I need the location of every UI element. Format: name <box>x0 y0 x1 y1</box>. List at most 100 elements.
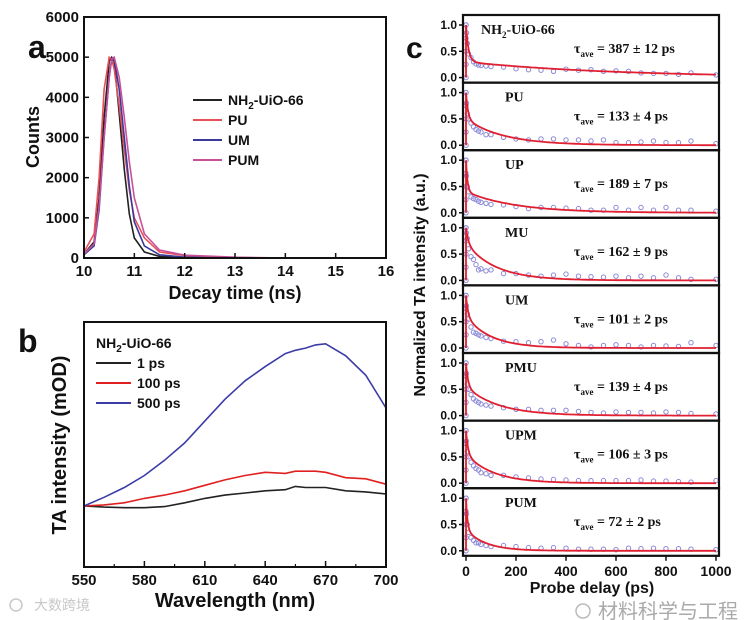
data-point <box>475 332 482 338</box>
data-point <box>563 137 569 143</box>
data-point <box>563 271 569 277</box>
subplot-label-3-main: MU <box>505 226 528 241</box>
y-tick-label: 1.0 <box>440 153 457 167</box>
data-point <box>478 266 484 272</box>
data-point <box>688 138 694 144</box>
y-tick-label: 4000 <box>46 89 79 106</box>
legend-title-rest: -UiO-66 <box>122 335 172 351</box>
tau-ave-3-sub: ave <box>580 252 593 262</box>
subplot-7: 0.0 0.5 1.0 PUM τave = 72 ± 2 ps <box>440 487 721 558</box>
y-tick-label: 0 <box>71 250 79 267</box>
series-line-1 <box>83 470 387 507</box>
data-point <box>650 410 657 416</box>
y-tick-label: 1.0 <box>440 18 457 32</box>
watermark-left: 大数跨境 <box>34 597 90 613</box>
data-point <box>675 139 682 146</box>
data-point <box>613 409 619 415</box>
y-tick-label: 0.0 <box>440 476 457 490</box>
data-point <box>625 545 632 551</box>
y-tick-label: 1.0 <box>440 424 457 438</box>
legend-label-1-main: PU <box>228 112 247 128</box>
subplot-5: 0.0 0.5 1.0 PMU τave = 139 ± 4 ps <box>440 351 721 423</box>
subplot-label-0-sub: 2 <box>502 30 507 40</box>
data-point <box>483 334 489 341</box>
series-line-3 <box>83 55 386 259</box>
y-tick-label: 1.0 <box>440 288 457 302</box>
x-tick-label: 400 <box>554 563 578 579</box>
x-tick-label: 200 <box>504 563 528 579</box>
fit-curve <box>465 498 716 552</box>
y-tick-label: 2000 <box>46 170 79 187</box>
subplot-1: 0.0 0.5 1.0 PU τave = 133 ± 4 ps <box>440 81 721 152</box>
tau-ave-2-sub: ave <box>580 184 593 194</box>
data-point <box>475 128 482 134</box>
plot-frame <box>83 321 387 568</box>
tau-ave-0-rest: = 387 ± 12 ps <box>593 42 675 57</box>
data-point <box>483 471 489 477</box>
subplot-0: 0.0 0.5 1.0 NH2-UiO-66 τave = 387 ± 12 ps <box>440 13 721 85</box>
data-point <box>613 273 619 279</box>
legend-label-1: PU <box>228 112 247 128</box>
tau-ave-7-main: τ <box>574 515 581 530</box>
x-tick-label: 14 <box>277 263 294 280</box>
panel-label-a: a <box>28 29 46 65</box>
data-point <box>638 344 644 350</box>
x-tick-label: 12 <box>176 263 193 280</box>
y-tick-label: 1.0 <box>440 86 457 100</box>
x-axis-title: Wavelength (nm) <box>155 590 315 612</box>
subplot-label-4: UM <box>505 293 528 308</box>
subplot-6: 0.0 0.5 1.0 UPM τave = 106 ± 3 ps <box>440 419 721 490</box>
data-point <box>483 200 489 207</box>
tau-ave-5: τave = 139 ± 4 ps <box>574 380 668 397</box>
series-line-0 <box>83 485 387 509</box>
y-axis-title: Normalized TA intensity (a.u.) <box>412 173 429 396</box>
tau-ave-0: τave = 387 ± 12 ps <box>574 42 675 59</box>
data-point <box>625 342 632 349</box>
data-point <box>470 537 477 543</box>
subplot-label-5: PMU <box>505 361 537 376</box>
data-point <box>488 201 494 208</box>
data-point <box>588 67 594 73</box>
legend-label-0-rest: -UiO-66 <box>254 92 304 108</box>
tau-ave-3-rest: = 162 ± 9 ps <box>593 245 668 260</box>
data-point <box>650 138 657 144</box>
y-tick-label: 6000 <box>46 9 79 26</box>
y-tick-label: 0.0 <box>440 341 457 355</box>
data-point <box>638 409 644 416</box>
data-point <box>688 340 694 346</box>
subplot-label-6-main: UPM <box>505 429 537 444</box>
subplot-frame <box>461 487 721 557</box>
legend-label-0-main: NH <box>228 92 248 108</box>
x-tick-label: 640 <box>253 572 278 589</box>
data-point <box>488 472 494 478</box>
tau-ave-0-sub: ave <box>580 49 593 59</box>
data-point <box>663 139 669 146</box>
x-tick-label: 1000 <box>700 563 731 579</box>
subplot-label-0: NH2-UiO-66 <box>481 23 555 40</box>
data-point <box>575 408 582 415</box>
y-tick-label: 0.5 <box>440 382 457 396</box>
data-point <box>468 324 474 330</box>
tau-ave-6-rest: = 106 ± 3 ps <box>593 448 668 463</box>
data-point <box>588 274 594 280</box>
data-point <box>473 261 479 268</box>
tau-ave-4: τave = 101 ± 2 ps <box>574 312 668 329</box>
data-point <box>575 137 582 143</box>
x-axis-title: Probe delay (ps) <box>530 580 654 597</box>
subplot-label-0-main: NH <box>481 23 502 38</box>
data-point <box>468 391 474 398</box>
data-point <box>675 409 682 416</box>
x-tick-label: 15 <box>327 263 344 280</box>
tau-ave-1-main: τ <box>574 110 581 125</box>
y-tick-label: 0.5 <box>440 518 457 532</box>
data-point <box>588 409 594 416</box>
data-point <box>478 333 484 339</box>
legend-label-1: 100 ps <box>137 375 181 391</box>
data-point <box>563 407 569 413</box>
data-point <box>650 545 657 551</box>
data-point <box>478 401 484 407</box>
data-point <box>613 342 619 348</box>
legend-label-0: 1 ps <box>137 355 165 371</box>
x-tick-label: 16 <box>378 263 395 280</box>
